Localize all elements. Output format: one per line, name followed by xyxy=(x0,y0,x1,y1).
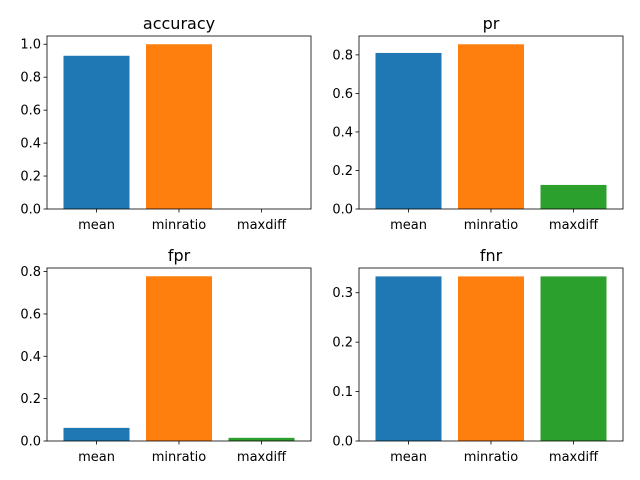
ytick-label: 0.2 xyxy=(20,392,41,407)
subplot-title: fnr xyxy=(480,246,503,265)
xtick-label: mean xyxy=(78,218,115,233)
xtick-label: maxdiff xyxy=(549,218,599,233)
ytick-label: 0.4 xyxy=(20,350,41,365)
subplot-pr: 0.0 0.2 0.4 0.6 0.8 mean minratio maxdiff pr xyxy=(332,14,624,233)
ytick-label: 0.4 xyxy=(20,137,41,152)
ytick-label: 1.0 xyxy=(20,38,41,53)
ytick-label: 0.8 xyxy=(332,48,353,63)
xtick-label: minratio xyxy=(152,218,207,233)
ytick-label: 0.3 xyxy=(332,286,353,301)
bar-accuracy-mean xyxy=(63,55,130,209)
bar-pr-minratio xyxy=(458,44,524,209)
ytick-label: 0.6 xyxy=(332,87,353,102)
xtick-label: maxdiff xyxy=(549,450,599,465)
xtick-label: maxdiff xyxy=(237,450,287,465)
xtick-label: minratio xyxy=(464,218,519,233)
ytick-label: 0.1 xyxy=(332,385,353,400)
xtick-label: minratio xyxy=(464,450,519,465)
xtick-label: mean xyxy=(78,450,115,465)
bar-accuracy-minratio xyxy=(146,44,212,209)
subplot-accuracy: 0.0 0.2 0.4 0.6 0.8 1.0 mean minratio maxdiff acc… xyxy=(20,14,312,233)
bar-fpr-mean xyxy=(63,427,130,441)
xtick-label: mean xyxy=(390,450,427,465)
bar-pr-maxdiff xyxy=(540,184,607,209)
bar-fnr-maxdiff xyxy=(540,276,607,441)
ytick-label: 0.2 xyxy=(20,170,41,185)
xtick-label: maxdiff xyxy=(237,218,287,233)
subplot-title: fpr xyxy=(168,246,191,265)
ytick-label: 0.2 xyxy=(332,164,353,179)
ytick-label: 0.6 xyxy=(20,104,41,119)
subplot-title: pr xyxy=(483,14,500,33)
ytick-label: 0.8 xyxy=(20,265,41,280)
ytick-label: 0.0 xyxy=(20,203,41,218)
bar-fpr-maxdiff xyxy=(228,437,295,441)
ytick-label: 0.8 xyxy=(20,71,41,86)
xtick-label: minratio xyxy=(152,450,207,465)
bar-fnr-minratio xyxy=(458,276,524,441)
ytick-label: 0.4 xyxy=(332,125,353,140)
ytick-label: 0.0 xyxy=(332,203,353,218)
ytick-label: 0.6 xyxy=(20,307,41,322)
ytick-label: 0.0 xyxy=(20,435,41,450)
bar-fpr-minratio xyxy=(146,276,212,441)
bar-pr-mean xyxy=(375,52,442,210)
ytick-label: 0.2 xyxy=(332,336,353,351)
subplot-title: accuracy xyxy=(143,14,215,33)
ytick-label: 0.0 xyxy=(332,435,353,450)
xtick-label: mean xyxy=(390,218,427,233)
subplot-fpr: 0.0 0.2 0.4 0.6 0.8 mean minratio maxdiff fpr xyxy=(20,246,312,465)
bar-fnr-mean xyxy=(375,276,442,441)
subplot-fnr: 0.0 0.1 0.2 0.3 mean minratio maxdiff fnr xyxy=(332,246,624,465)
